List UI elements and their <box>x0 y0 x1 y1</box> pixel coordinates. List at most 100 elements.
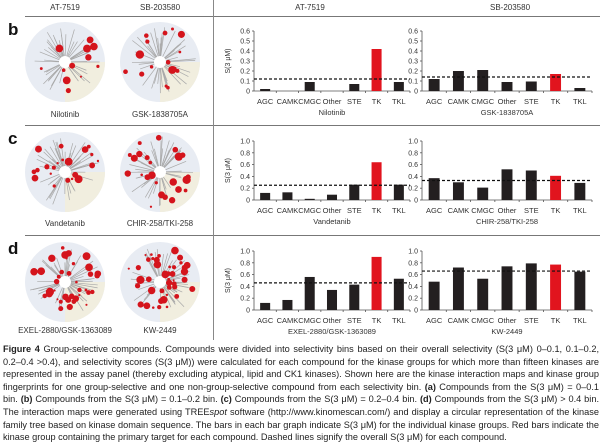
interaction-dot <box>59 270 64 275</box>
y-tick-label: 1.0 <box>240 249 250 256</box>
interaction-dot <box>94 273 100 279</box>
interaction-dot <box>56 162 58 164</box>
y-tick-label: 0.6 <box>408 162 418 169</box>
interaction-dot <box>35 146 42 153</box>
x-tick-label: TK <box>551 316 561 325</box>
interaction-dot <box>146 257 151 262</box>
x-tick-label: CMGC <box>471 316 494 325</box>
interaction-dot <box>170 178 177 185</box>
interaction-dot <box>138 301 144 307</box>
x-tick-label: CAMK <box>448 97 470 106</box>
interaction-dot <box>68 159 70 161</box>
bar-tkl <box>574 183 585 200</box>
interaction-dot <box>151 257 154 260</box>
kinome-tree-map <box>25 242 105 322</box>
interaction-dot <box>63 77 71 85</box>
interaction-dot <box>136 151 142 157</box>
interaction-dot <box>168 266 171 269</box>
interaction-dot <box>136 276 144 284</box>
bar-agc <box>429 178 440 200</box>
x-tick-label: TKL <box>573 97 587 106</box>
y-tick-label: 0.4 <box>240 174 250 181</box>
interaction-dot <box>85 54 91 60</box>
y-tick-label: 0.6 <box>408 272 418 279</box>
interaction-dot <box>128 268 130 270</box>
x-tick-label: TK <box>372 97 382 106</box>
x-tick-label: CMGC <box>471 206 494 215</box>
y-tick-label: 0.6 <box>240 29 250 36</box>
y-tick-label: 0.4 <box>408 49 418 56</box>
interaction-dot <box>87 36 94 43</box>
y-tick-label: 0.5 <box>408 39 418 46</box>
interaction-dot <box>97 160 99 162</box>
bar-ste <box>526 263 537 310</box>
interaction-dot <box>163 31 168 36</box>
interaction-dot <box>168 66 176 74</box>
y-tick-label: 0 <box>414 308 418 315</box>
caption-text: Compounds from the S(3 μM) = 0.2–0.4 bin… <box>232 394 420 404</box>
bar-cmgc <box>477 188 488 200</box>
caption-ref: (b) <box>21 394 33 404</box>
interaction-dot <box>135 283 140 288</box>
bar-other <box>502 169 513 200</box>
x-tick-label: TKL <box>392 97 406 106</box>
interaction-dot <box>48 255 55 262</box>
x-tick-label: CAMK <box>448 206 470 215</box>
interaction-dot <box>72 262 75 265</box>
y-tick-label: 0.8 <box>408 260 418 267</box>
interaction-dot <box>179 261 182 264</box>
interaction-dot <box>150 253 153 256</box>
interaction-dot <box>61 158 64 161</box>
interaction-dot <box>136 50 144 58</box>
interaction-dot <box>85 289 88 292</box>
interaction-dot <box>173 279 175 281</box>
bar-agc <box>429 282 440 310</box>
y-tick-label: 0.6 <box>240 272 250 279</box>
interaction-dot <box>182 277 188 283</box>
bar-cmgc <box>477 70 488 91</box>
x-tick-label: TKL <box>573 316 587 325</box>
y-axis-label: S(3 μM) <box>225 48 232 73</box>
bar-tk <box>372 162 382 200</box>
interaction-dot <box>71 178 74 181</box>
kinome-tree-map <box>120 22 200 102</box>
y-tick-label: 1.0 <box>408 249 418 256</box>
interaction-dot <box>177 255 183 261</box>
tree-center <box>59 276 71 288</box>
x-tick-label: AGC <box>257 316 274 325</box>
interaction-dot <box>178 31 185 38</box>
interaction-dot <box>167 285 172 290</box>
interaction-dot <box>32 175 39 182</box>
interaction-dot <box>189 286 195 292</box>
interaction-dot <box>69 63 75 69</box>
bar-camk <box>453 182 464 200</box>
interaction-dot <box>128 153 132 157</box>
y-tick-label: 0.2 <box>408 69 418 76</box>
interaction-dot <box>50 173 52 175</box>
interaction-dot <box>59 144 64 149</box>
interaction-dot <box>85 263 93 271</box>
x-tick-label: AGC <box>257 97 274 106</box>
y-tick-label: 0.2 <box>240 186 250 193</box>
bar-camk <box>453 71 464 91</box>
caption-ref: (c) <box>221 394 232 404</box>
interaction-dot <box>65 250 71 256</box>
y-tick-label: 0.4 <box>240 284 250 291</box>
y-tick-label: 0.5 <box>240 39 250 46</box>
chart-compound-name: GSK-1838705A <box>481 108 534 117</box>
x-tick-label: AGC <box>426 206 443 215</box>
bar-other <box>327 195 337 200</box>
interaction-dot <box>156 261 159 264</box>
interaction-dot <box>90 153 93 156</box>
x-tick-label: CAMK <box>277 206 299 215</box>
interaction-dot <box>180 152 185 157</box>
interaction-dot <box>32 270 34 272</box>
kinase-interaction-maps <box>0 0 213 340</box>
caption-ref: (d) <box>420 394 432 404</box>
interaction-dot <box>62 68 66 72</box>
interaction-dot <box>138 141 142 145</box>
caption-label: Figure 4 <box>3 344 40 354</box>
